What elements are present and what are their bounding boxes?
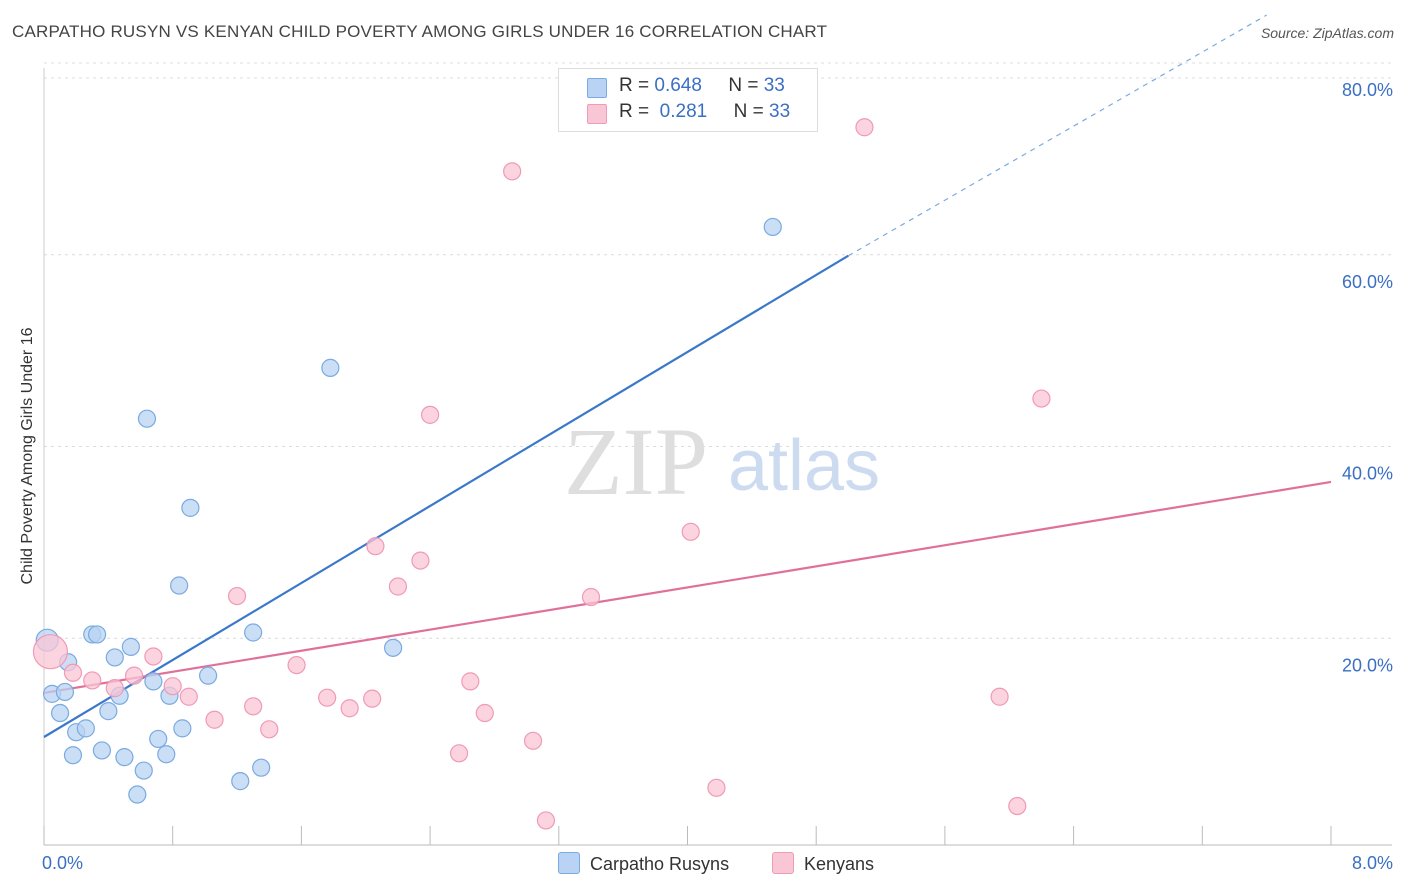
- axes: [43, 68, 1392, 846]
- trend-line-carpatho-extension: [848, 14, 1267, 257]
- point-carpatho: [231, 772, 250, 791]
- point-kenyans: [63, 663, 83, 682]
- point-kenyans: [990, 687, 1009, 706]
- point-carpatho: [128, 785, 147, 804]
- y-tick-label: 40.0%: [1342, 464, 1393, 484]
- legend-r-value: 0.281: [659, 101, 708, 122]
- point-kenyans: [205, 710, 224, 729]
- point-carpatho: [55, 682, 75, 702]
- point-kenyans: [707, 778, 726, 797]
- point-kenyans: [32, 634, 69, 670]
- point-kenyans: [421, 405, 440, 424]
- point-carpatho: [121, 637, 140, 656]
- watermark-atlas: atlas: [728, 426, 880, 506]
- point-carpatho: [137, 409, 157, 428]
- point-carpatho: [50, 703, 70, 723]
- point-carpatho: [144, 672, 163, 691]
- legend-stats-carpatho: R = 0.648 N = 33: [619, 75, 785, 97]
- point-kenyans: [1008, 796, 1027, 816]
- legend-n-value: 33: [763, 75, 785, 96]
- tick-labels: 20.0% 40.0% 60.0% 80.0% 0.0% 8.0%: [42, 80, 1393, 873]
- legend-n-label: N =: [728, 75, 759, 96]
- point-carpatho: [321, 358, 340, 377]
- point-kenyans: [163, 677, 182, 696]
- legend-r-value: 0.648: [654, 75, 702, 96]
- point-kenyans: [260, 720, 279, 739]
- point-kenyans: [366, 537, 385, 556]
- point-kenyans: [144, 647, 163, 666]
- point-kenyans: [105, 679, 124, 698]
- point-carpatho: [105, 648, 124, 667]
- bottom-legend-label-carpatho: Carpatho Rusyns: [590, 854, 730, 874]
- point-carpatho: [99, 702, 118, 721]
- bottom-legend-swatch-carpatho: [558, 852, 580, 874]
- point-carpatho: [87, 625, 107, 644]
- x-tick-label-min: 0.0%: [42, 853, 83, 873]
- grid-lines: [44, 62, 1392, 639]
- legend-n-value: 33: [769, 101, 791, 122]
- bottom-legend-swatch-kenyans: [772, 852, 794, 874]
- point-carpatho: [383, 638, 403, 657]
- point-kenyans: [124, 666, 144, 685]
- point-kenyans: [388, 577, 408, 596]
- legend-n-label: N =: [733, 101, 764, 122]
- point-kenyans: [1032, 389, 1051, 408]
- trend-line-kenyans: [43, 480, 1332, 694]
- point-carpatho: [92, 741, 112, 760]
- legend-r-label: R =: [619, 75, 650, 96]
- point-kenyans: [363, 689, 382, 708]
- point-carpatho: [76, 719, 95, 738]
- y-tick-label: 60.0%: [1342, 272, 1393, 292]
- legend-swatch-carpatho: [587, 78, 607, 98]
- point-kenyans: [83, 671, 102, 690]
- chart-source: Source: ZipAtlas.com: [1260, 25, 1394, 41]
- legend-stats-kenyans: R = 0.281 N = 33: [619, 101, 790, 123]
- stats-legend: R = 0.648 N = 33 R = 0.281 N = 33: [558, 68, 818, 132]
- point-kenyans: [340, 699, 359, 718]
- x-tick-label-max: 8.0%: [1352, 853, 1393, 873]
- trend-lines: [43, 14, 1332, 738]
- bottom-legend-label-kenyans: Kenyans: [804, 854, 875, 874]
- point-kenyans: [179, 687, 198, 706]
- data-points: [32, 118, 1051, 830]
- point-kenyans: [411, 551, 430, 570]
- legend-r-label: R =: [619, 101, 650, 122]
- point-carpatho: [244, 623, 263, 642]
- point-kenyans: [503, 162, 522, 181]
- point-carpatho: [134, 761, 153, 780]
- point-kenyans: [855, 118, 874, 137]
- watermark: ZIP atlas: [564, 408, 880, 515]
- point-carpatho: [170, 576, 189, 595]
- trend-line-carpatho: [43, 254, 849, 738]
- y-axis-label: Child Poverty Among Girls Under 16: [19, 327, 36, 585]
- bottom-legend-carpatho: Carpatho Rusyns: [558, 852, 729, 875]
- point-carpatho: [181, 498, 200, 517]
- point-carpatho: [173, 719, 192, 738]
- point-kenyans: [475, 703, 494, 723]
- point-kenyans: [287, 655, 306, 675]
- point-carpatho: [252, 758, 271, 777]
- point-carpatho: [63, 746, 83, 765]
- point-kenyans: [244, 697, 263, 716]
- point-kenyans: [681, 522, 700, 541]
- point-kenyans: [536, 811, 556, 830]
- point-carpatho: [149, 729, 168, 749]
- point-kenyans: [227, 586, 247, 606]
- point-kenyans: [318, 688, 337, 707]
- legend-swatch-kenyans: [587, 104, 607, 124]
- y-tick-label: 20.0%: [1342, 655, 1393, 675]
- bottom-legend-kenyans: Kenyans: [772, 852, 874, 875]
- point-kenyans: [581, 587, 601, 607]
- point-kenyans: [449, 744, 469, 763]
- watermark-zip: ZIP: [564, 408, 708, 515]
- point-kenyans: [523, 731, 543, 750]
- y-tick-label: 80.0%: [1342, 80, 1393, 100]
- chart-title: CARPATHO RUSYN VS KENYAN CHILD POVERTY A…: [12, 22, 828, 41]
- point-carpatho: [198, 666, 218, 685]
- point-carpatho: [763, 217, 782, 237]
- point-carpatho: [115, 748, 134, 767]
- point-carpatho: [157, 745, 176, 764]
- point-kenyans: [461, 672, 480, 691]
